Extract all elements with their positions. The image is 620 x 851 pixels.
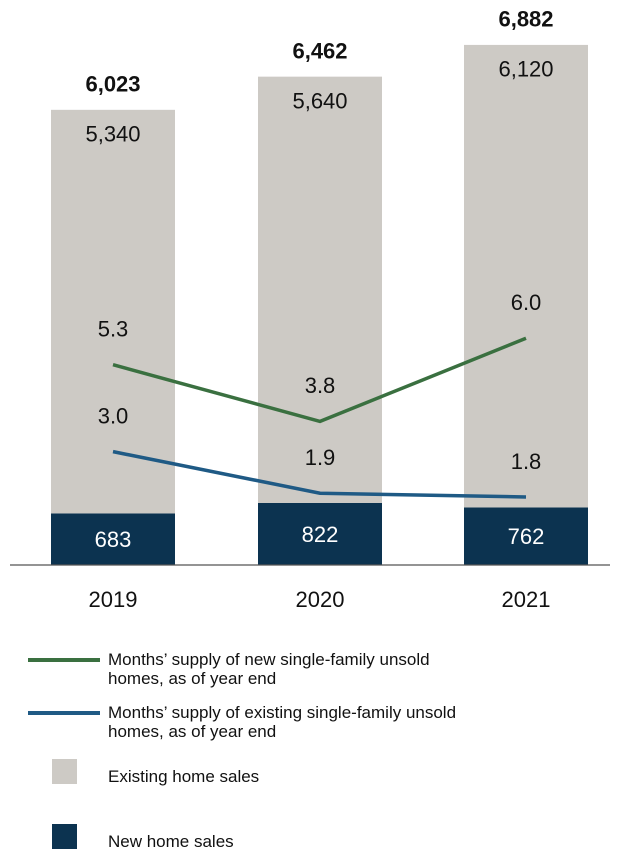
line-value-label: 5.3 — [98, 317, 129, 342]
bar-segment — [464, 44, 588, 508]
total-label: 6,023 — [85, 72, 140, 97]
legend-label: Months’ supply of new single-family unso… — [108, 650, 430, 688]
legend-swatch — [52, 824, 77, 849]
legend-label: Months’ supply of existing single-family… — [108, 703, 457, 741]
legend-swatch — [28, 658, 100, 662]
legend-swatch — [52, 759, 77, 784]
line-value-label: 1.9 — [305, 445, 336, 470]
bar-segment — [258, 76, 382, 503]
bar-segment — [258, 502, 382, 565]
bar-value-label: 683 — [95, 527, 132, 552]
bar-value-label: 6,120 — [498, 57, 553, 82]
legend-label: Existing home sales — [108, 767, 260, 786]
bar-segment — [464, 507, 588, 565]
x-tick-label: 2019 — [89, 587, 138, 612]
line-value-label: 1.8 — [511, 449, 542, 474]
line-series — [112, 336, 527, 424]
line-value-label: 6.0 — [511, 290, 542, 315]
line-series — [112, 449, 527, 499]
legend-label: New home sales — [108, 832, 234, 851]
bar-value-label: 822 — [302, 522, 339, 547]
bar-value-label: 5,640 — [292, 88, 347, 113]
bar-segment — [51, 109, 175, 514]
total-label: 6,882 — [498, 7, 553, 32]
total-label: 6,462 — [292, 38, 347, 63]
line-value-label: 3.0 — [98, 403, 129, 428]
bar-value-label: 5,340 — [85, 122, 140, 147]
x-tick-label: 2020 — [296, 587, 345, 612]
x-tick-label: 2021 — [502, 587, 551, 612]
bar-value-label: 762 — [508, 524, 545, 549]
line-value-label: 3.8 — [305, 373, 336, 398]
bar-segment — [51, 513, 175, 565]
legend-swatch — [28, 711, 100, 715]
